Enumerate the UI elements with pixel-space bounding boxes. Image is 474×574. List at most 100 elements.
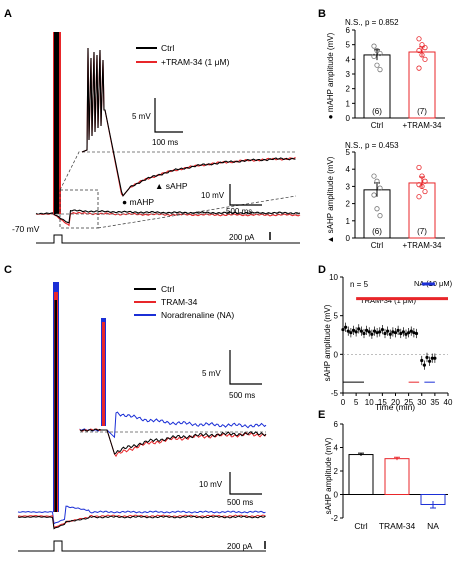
b-bottom-data-point [371,173,377,179]
current-label-c: 200 pA [227,542,253,551]
b-top-ytick-label: 0 [346,114,351,123]
d-data-point [422,363,426,367]
d-data-point [378,330,382,334]
d-data-point [380,327,384,332]
holding-potential-label: -70 mV [12,224,40,234]
legend-c-na: Noradrenaline (NA) [161,310,234,320]
b-bottom-data-point [377,213,383,219]
d-xtick-label: 15 [378,398,387,407]
b-top-ytick-label: 4 [346,55,351,64]
d-data-point [346,329,350,333]
e-category-label: NA [427,521,439,531]
b-top-n-label: (6) [372,107,382,116]
main-scale-t: 500 ms [226,207,252,216]
d-data-point [354,330,358,334]
b-bottom-category-label: Ctrl [371,241,384,250]
current-step-c [18,540,266,552]
d-data-point [414,331,419,336]
c-scale-top-v: 5 mV [202,369,221,378]
d-data-point [344,325,348,329]
panel-label-d: D [318,264,326,276]
d-xtick-label: 35 [430,398,439,407]
d-data-point [425,355,429,360]
d-data-point [428,359,432,363]
trace-ctrl-main-c [17,515,266,530]
trace-ctrl-inset-c [79,428,267,455]
panel-b-top-chart: N.S., p = 0.852 ● mAHP amplitude (mV) 0 1… [326,18,445,130]
d-data-point [433,356,437,360]
b-top-ytick-label: 3 [346,70,351,79]
b-bottom-category-label: +TRAM-34 [403,241,442,250]
panel-b-bottom-chart: N.S., p = 0.453 ▲ sAHP amplitude (mV) 0 1… [326,141,445,250]
d-annotation: n = 5 [350,280,369,289]
b-bottom-data-point [374,178,380,184]
mahp-marker: ● mAHP [122,197,154,207]
panel-a: -70 mV Ctrl +TRAM-34 (1 μM) 5 mV 100 ms … [12,32,301,244]
b-bottom-n-label: (7) [417,227,427,236]
b-bottom-data-point [419,183,425,189]
d-data-point [357,327,361,331]
b-top-data-point [416,47,422,54]
e-ytick-label: 6 [334,420,339,429]
d-data-point [388,332,392,336]
d-data-point [396,328,400,332]
sahp-marker: ▲ sAHP [155,181,188,191]
panel-label-c: C [4,264,12,276]
b-top-ytick-label: 5 [346,41,351,50]
spike-burst-c-black [54,300,57,512]
d-data-point [362,331,366,336]
e-ylabel: sAHP amplitude (mV) [324,437,333,514]
d-xtick-label: 5 [354,398,359,407]
main-scale-v: 10 mV [201,191,225,200]
d-ytick-label: 5 [334,312,339,321]
d-xtick-label: 0 [341,398,346,407]
c-scale-bar-top [229,350,262,385]
panel-label-e: E [318,409,325,421]
b-bottom-ytick-label: 5 [346,148,351,157]
c-scale-top-t: 500 ms [229,391,255,400]
e-category-label: TRAM-34 [379,521,416,531]
b-bottom-ytick-label: 2 [346,200,351,209]
b-bottom-ytick-label: 3 [346,182,351,191]
trace-ctrl-main [35,209,301,224]
b-top-ytick-label: 6 [346,26,351,35]
d-data-point [367,330,371,334]
d-ylabel: sAHP amplitude (mV) [323,304,332,381]
b-bottom-annotation: N.S., p = 0.453 [345,141,399,150]
d-data-point [386,329,390,333]
e-category-label: Ctrl [354,521,367,531]
b-top-data-point [371,43,377,49]
d-data-point [404,332,408,336]
b-bottom-ytick-label: 0 [346,234,351,243]
b-bottom-data-point [371,192,377,198]
d-data-point [341,327,345,332]
e-ytick-label: -2 [331,514,339,523]
d-data-point [412,331,416,335]
d-ytick-label: -5 [331,389,339,398]
e-ytick-label: 0 [334,491,339,500]
d-data-point [420,358,424,363]
legend-c-tram: TRAM-34 [161,297,198,307]
b-top-data-point [419,52,425,58]
panel-c: Ctrl TRAM-34 Noradrenaline (NA) 5 mV 500… [17,282,267,552]
trace-na-main [17,505,266,525]
legend-a-tram: +TRAM-34 (1 μM) [161,57,230,67]
b-top-data-point [374,47,380,54]
b-bottom-ytick-label: 4 [346,165,351,174]
inset-scale-t: 100 ms [152,138,178,147]
c-scale-bottom-t: 500 ms [227,498,253,507]
b-top-category-label: Ctrl [371,121,384,130]
b-top-ytick-label: 2 [346,85,351,94]
d-data-point [409,329,413,333]
d-xtick-label: 25 [404,398,413,407]
d-xlabel: Time (min) [375,402,415,412]
d-xtick-label: 20 [391,398,400,407]
b-bottom-n-label: (6) [372,227,382,236]
d-data-point [399,331,403,336]
inset-scale-v: 5 mV [132,112,151,121]
zoom-connector-2 [97,195,297,229]
b-bottom-data-point [416,164,422,171]
trace-ctrl-inset [81,47,296,197]
b-bottom-data-point [377,185,383,191]
